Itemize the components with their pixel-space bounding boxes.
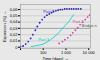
svg-text:Expansion (%) →: Expansion (%) → <box>2 11 7 42</box>
svg-text:0,06: 0,06 <box>10 7 19 12</box>
svg-text:100: 100 <box>39 50 47 56</box>
svg-text:Part 3: Part 3 <box>38 37 49 42</box>
svg-text:0,02: 0,02 <box>10 32 19 37</box>
svg-text:0,04: 0,04 <box>10 19 19 24</box>
svg-text:0: 0 <box>15 45 18 50</box>
svg-text:Time (days) →: Time (days) → <box>42 56 68 60</box>
svg-text:Part 1: Part 1 <box>43 9 54 14</box>
svg-text:0,01: 0,01 <box>10 38 19 43</box>
svg-text:0,03: 0,03 <box>10 26 19 31</box>
svg-text:1 000: 1 000 <box>61 50 71 56</box>
svg-text:Bridge n: Bridge n <box>82 23 97 28</box>
svg-text:Part 2: Part 2 <box>72 19 84 25</box>
svg-text:10 000: 10 000 <box>83 50 96 55</box>
svg-text:0,05: 0,05 <box>10 13 19 18</box>
